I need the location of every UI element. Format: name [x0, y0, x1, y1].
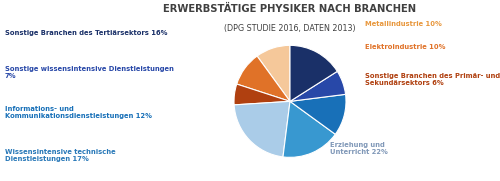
Wedge shape	[234, 101, 290, 157]
Wedge shape	[283, 101, 336, 157]
Wedge shape	[290, 45, 338, 101]
Text: Elektroindustrie 10%: Elektroindustrie 10%	[365, 44, 446, 50]
Wedge shape	[290, 71, 346, 101]
Text: (DPG STUDIE 2016, DATEN 2013): (DPG STUDIE 2016, DATEN 2013)	[224, 24, 356, 33]
Text: Sonstige Branchen des Tertiärsektors 16%: Sonstige Branchen des Tertiärsektors 16%	[5, 30, 168, 36]
Text: Wissensintensive technische
Dienstleistungen 17%: Wissensintensive technische Dienstleistu…	[5, 149, 116, 162]
Wedge shape	[257, 45, 290, 101]
Text: Metallindustrie 10%: Metallindustrie 10%	[365, 20, 442, 27]
Wedge shape	[290, 94, 346, 134]
Text: Sonstige wissensintensive Dienstleistungen
7%: Sonstige wissensintensive Dienstleistung…	[5, 66, 174, 79]
Wedge shape	[236, 56, 290, 101]
Text: ERWERBSTÄTIGE PHYSIKER NACH BRANCHEN: ERWERBSTÄTIGE PHYSIKER NACH BRANCHEN	[164, 4, 416, 14]
Text: Sonstige Branchen des Primär- und
Sekundärsektors 6%: Sonstige Branchen des Primär- und Sekund…	[365, 73, 500, 86]
Wedge shape	[234, 84, 290, 105]
Text: Erziehung und
Unterricht 22%: Erziehung und Unterricht 22%	[330, 142, 388, 155]
Text: Informations- und
Kommunikationsdienstleistungen 12%: Informations- und Kommunikationsdienstle…	[5, 106, 152, 119]
